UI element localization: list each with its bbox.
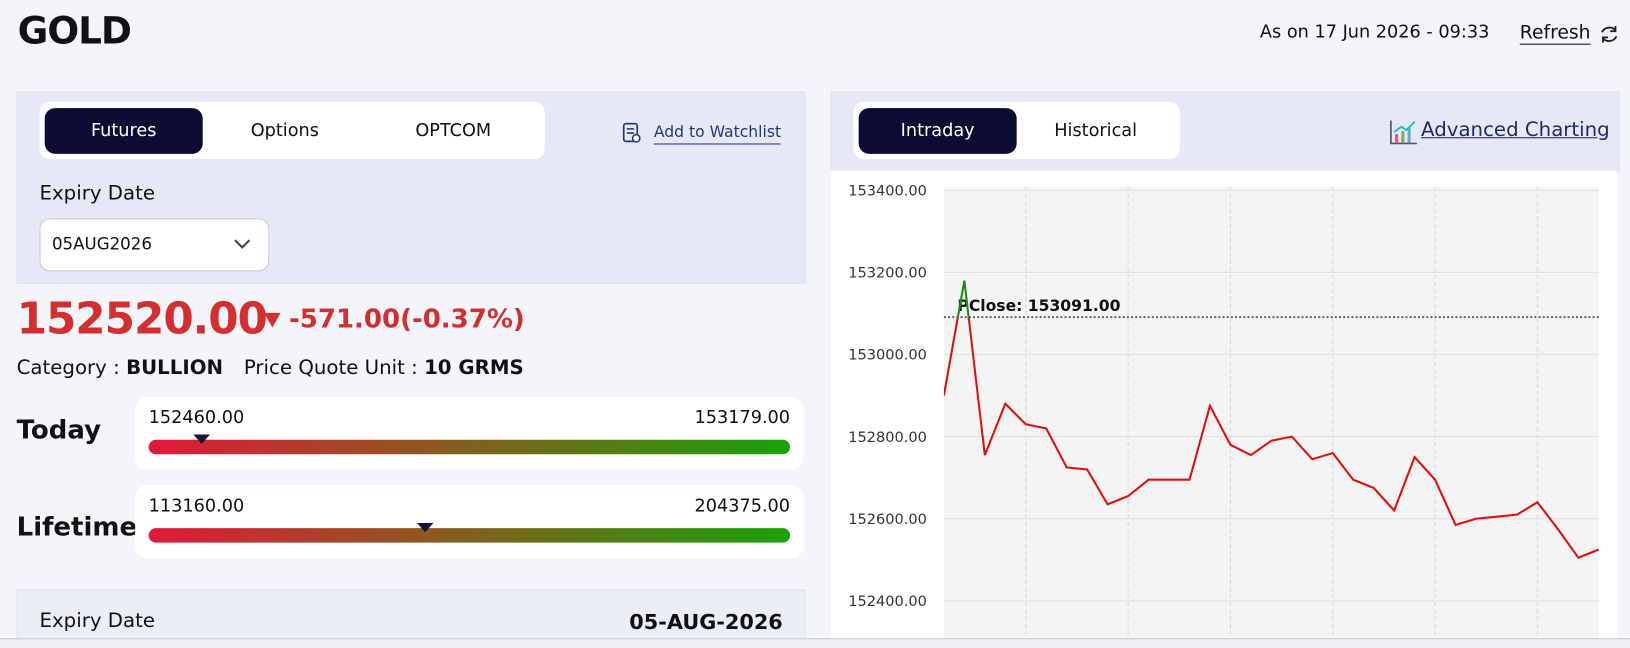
range-high: 204375.00 <box>694 495 791 517</box>
price: 152520.00 <box>16 293 268 345</box>
watchlist-icon[interactable] <box>622 122 643 145</box>
range-low: 113160.00 <box>148 495 245 517</box>
unit-label: Price Quote Unit : <box>243 356 418 380</box>
expiry-value: 05AUG2026 <box>51 233 152 254</box>
down-arrow <box>264 312 281 328</box>
tab[interactable]: Intraday <box>858 108 1017 154</box>
intraday-chart: 152400.00 152600.00 152800.00 153000.00 1532… <box>830 170 1618 648</box>
add-to-watchlist[interactable]: Add to Watchlist <box>653 123 782 145</box>
range-low: 152460.00 <box>148 407 245 429</box>
price-line <box>943 317 1599 560</box>
y-tick-label: 152400.00 <box>848 593 927 610</box>
pclose-label: PClose: 153091.00 <box>957 297 1120 315</box>
tab[interactable]: Options <box>250 120 319 142</box>
y-tick-label: 153400.00 <box>848 182 927 199</box>
tab[interactable]: Futures <box>44 108 203 154</box>
expiry-label: Expiry Date <box>39 181 156 205</box>
refresh[interactable]: Refresh <box>1519 21 1591 45</box>
y-tick-label: 153200.00 <box>848 265 927 282</box>
y-tick-label: 153000.00 <box>848 347 927 364</box>
advanced-charting[interactable]: Advanced Charting <box>1421 118 1610 142</box>
details: Expiry Date 05-AUG-2026 <box>16 589 806 648</box>
range-marker <box>193 434 211 444</box>
segment-tabs: Futures Options OPTCOM <box>39 101 545 160</box>
refresh-icon[interactable] <box>1598 23 1621 46</box>
as-on: As on 17 Jun 2026 - 09:33 <box>1259 21 1490 43</box>
category-line: Category : BULLION Price Quote Unit : 10… <box>17 357 524 380</box>
detail-label: Expiry Date <box>39 609 156 633</box>
range-card: 152460.00 153179.00 <box>135 397 804 470</box>
category-label: Category : <box>16 356 120 380</box>
range-bar <box>148 439 791 455</box>
range-card: 113160.00 204375.00 <box>135 485 804 559</box>
y-tick-label: 152800.00 <box>848 429 927 446</box>
y-tick-label: 152600.00 <box>848 511 927 528</box>
range-bar <box>148 528 791 543</box>
change: -571.00(-0.37%) <box>288 303 525 334</box>
range-label: Today <box>16 414 102 445</box>
bottom-edge <box>0 638 1630 648</box>
category: BULLION <box>126 356 224 380</box>
tab[interactable]: Historical <box>1054 120 1138 142</box>
title: GOLD <box>17 10 132 54</box>
unit: 10 GRMS <box>424 356 524 380</box>
range-high: 153179.00 <box>694 407 791 429</box>
tab[interactable]: OPTCOM <box>415 120 492 142</box>
range-marker <box>417 522 434 533</box>
chevron <box>234 239 251 249</box>
expiry-select[interactable]: 05AUG2026 <box>39 218 270 272</box>
chart-tabs: Intraday Historical <box>853 101 1180 160</box>
range-label: Lifetime <box>16 511 138 542</box>
chart-icon[interactable] <box>1389 119 1418 146</box>
plot-area <box>943 187 1599 648</box>
detail-value: 05-AUG-2026 <box>629 609 783 635</box>
